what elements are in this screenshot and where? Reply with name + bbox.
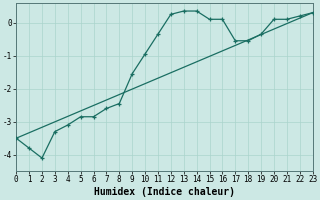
X-axis label: Humidex (Indice chaleur): Humidex (Indice chaleur) xyxy=(94,187,235,197)
